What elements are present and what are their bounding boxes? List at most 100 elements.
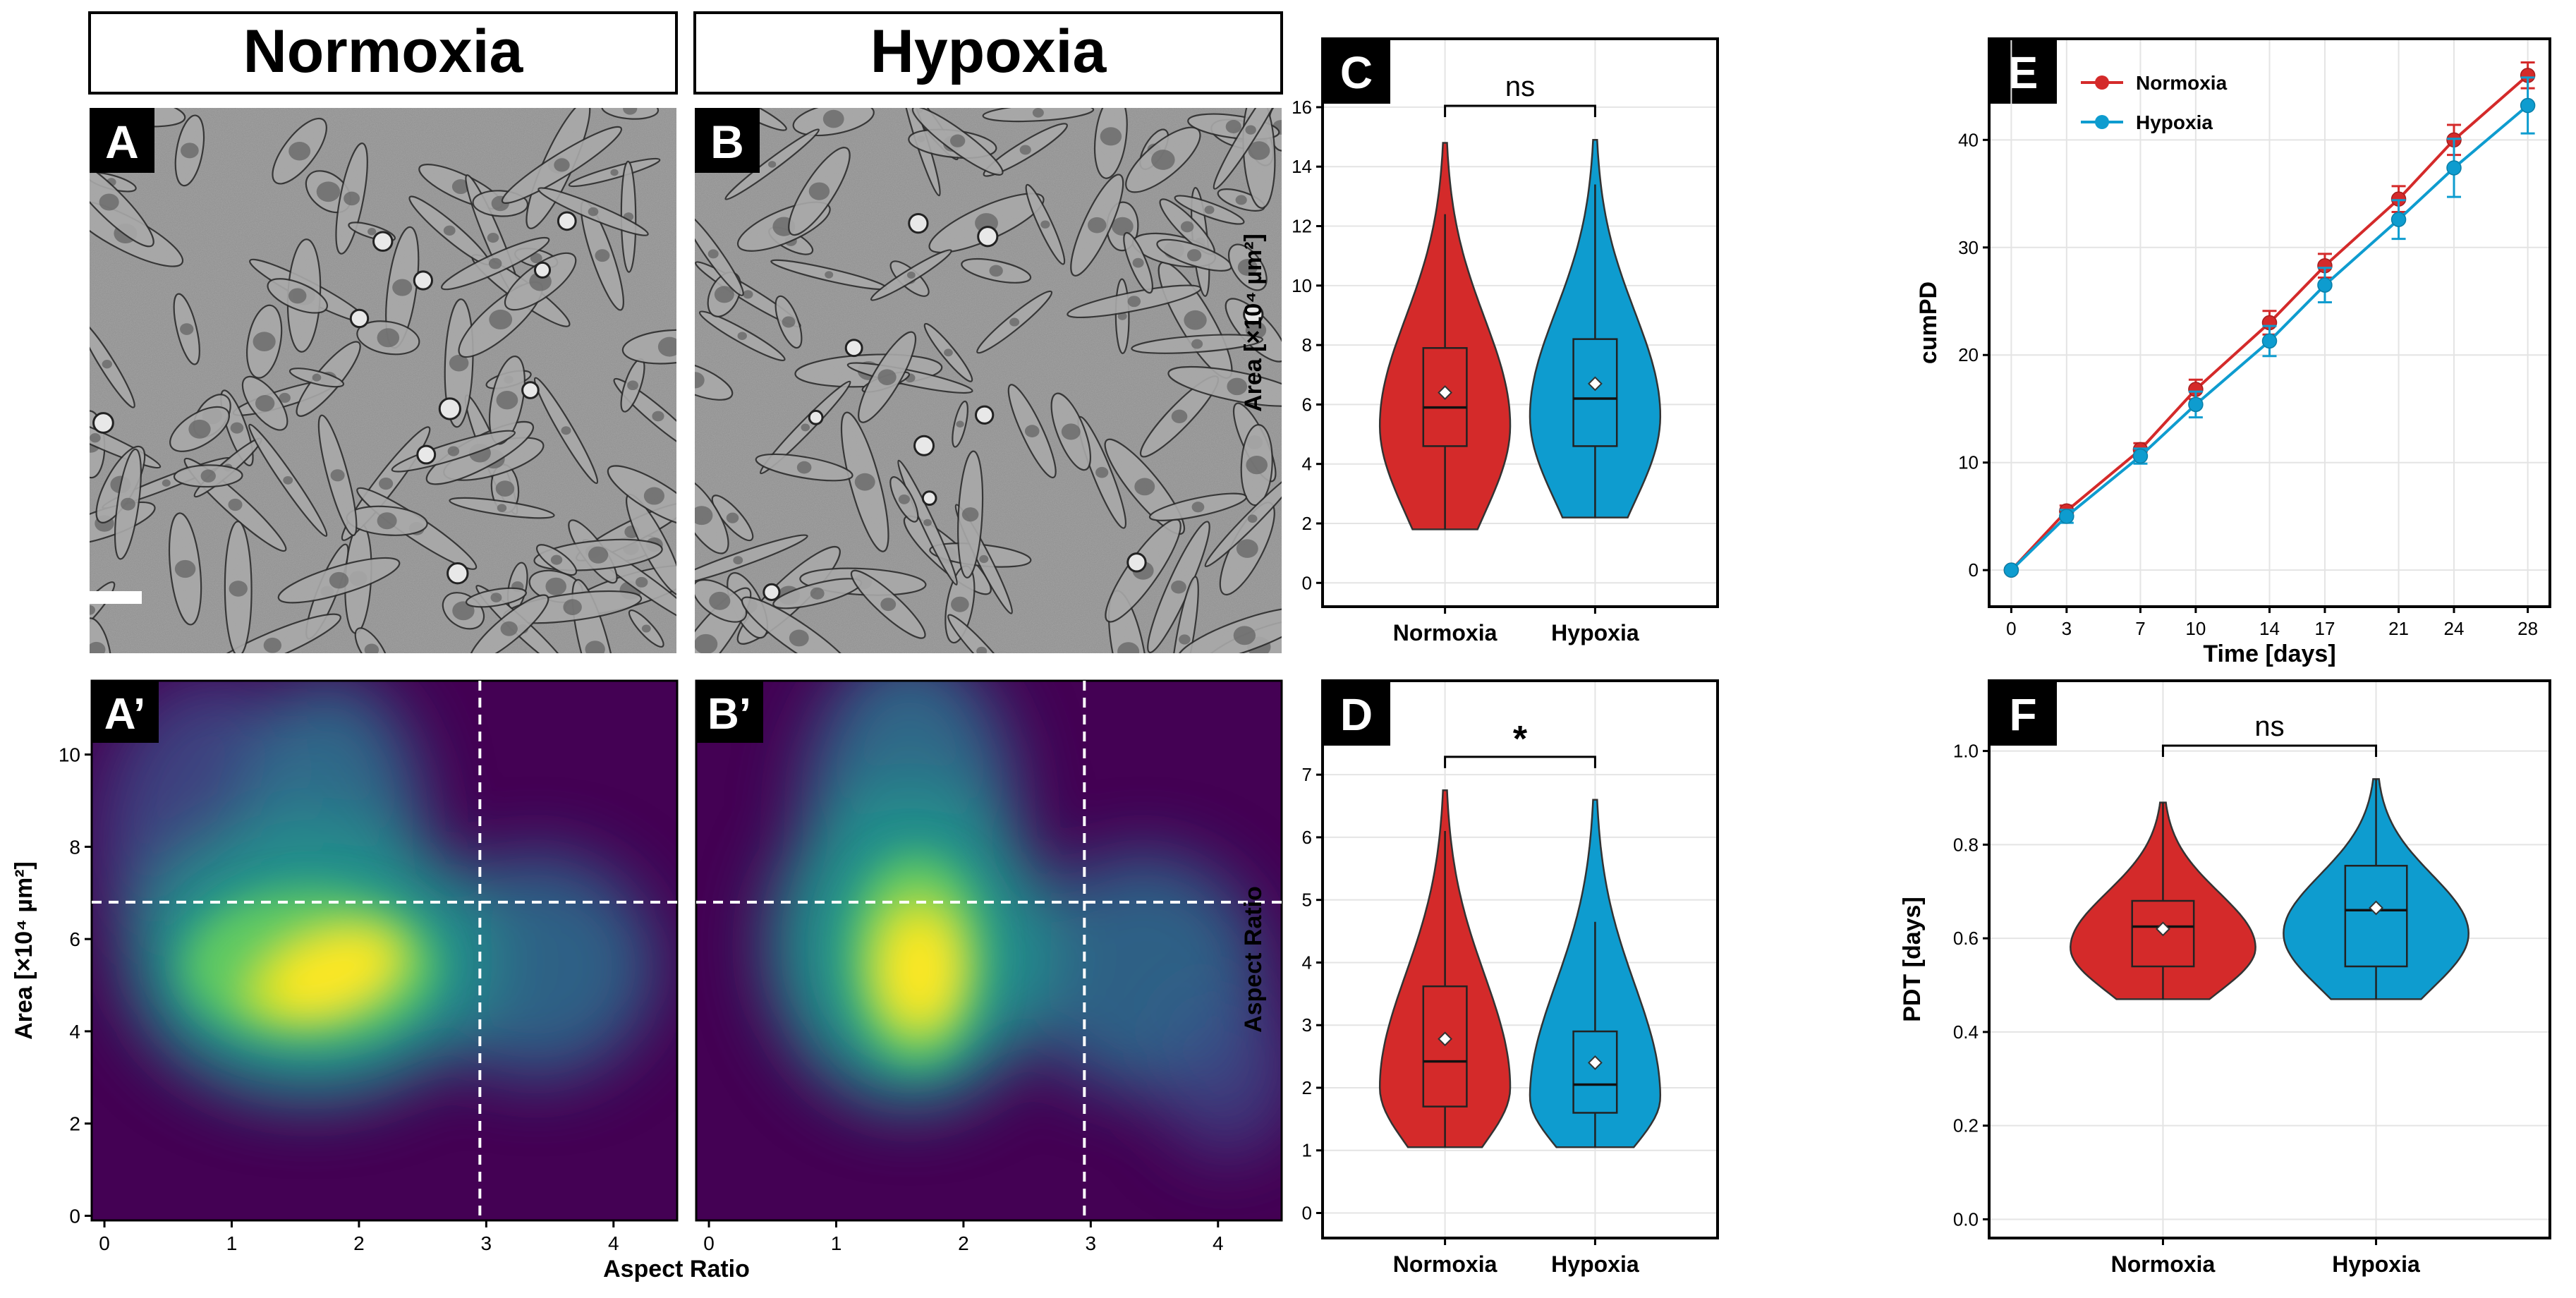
cell-nucleus	[545, 577, 566, 596]
header-hypoxia: Hypoxia	[870, 18, 1107, 85]
cell-nucleus	[641, 624, 651, 633]
round-cell	[1126, 552, 1147, 573]
violin-hypoxia	[2283, 778, 2469, 1000]
iqr-box	[2344, 864, 2408, 968]
violin-area-panel: 0 2 4 6 8 10 12 14 16 Area [×10⁴ µm²] C Normoxia Hyp…	[1240, 37, 1719, 645]
cell-nucleus	[253, 332, 276, 352]
cell-nucleus	[1191, 339, 1203, 349]
round-cell	[521, 381, 540, 399]
cell-nucleus	[1184, 310, 1207, 330]
cell-nucleus	[588, 207, 599, 217]
iqr-box	[1572, 1030, 1618, 1114]
cell-nucleus	[449, 354, 469, 372]
y-tick-label: 5	[1302, 890, 1312, 911]
cell-nucleus	[550, 554, 563, 565]
cell-nucleus	[1247, 514, 1258, 523]
plot-border	[1988, 679, 2551, 1239]
cell-nucleus	[782, 316, 796, 328]
micrograph-normoxia: A	[90, 108, 676, 653]
cell-nucleus	[1225, 120, 1241, 134]
y-tick-label: 10	[59, 744, 80, 766]
cell-nucleus	[279, 392, 291, 404]
cell-nucleus	[610, 169, 619, 176]
cell-nucleus	[288, 141, 311, 161]
density-map-hypoxia: B’	[695, 679, 1283, 1222]
cell-nucleus	[944, 348, 953, 357]
y-tick-label: 2	[69, 1113, 80, 1135]
x-tick-label: Normoxia	[1393, 1251, 1497, 1277]
round-cell	[557, 211, 577, 231]
y-tick-label: 40	[1958, 129, 1979, 150]
cell-nucleus	[563, 599, 582, 615]
round-cell	[763, 583, 781, 601]
panel-letter-b-prime: B’	[707, 690, 751, 739]
panel-letter-e: E	[2008, 47, 2039, 98]
panel-letter-box	[1323, 39, 1390, 104]
panel-letter-c: C	[1340, 47, 1373, 98]
cell-nucleus	[1009, 317, 1020, 327]
y-tick-label: 6	[69, 928, 80, 950]
y-tick-label: 0	[69, 1205, 80, 1227]
x-tick-label: 21	[2388, 618, 2409, 639]
plot-background	[1323, 681, 1718, 1238]
cell-nucleus	[447, 446, 460, 456]
y-tick-label: 0.4	[1953, 1021, 1979, 1043]
cell-nucleus	[487, 232, 499, 243]
y-tick-label: 0	[1302, 1202, 1312, 1223]
cell-nucleus	[344, 191, 360, 206]
cell-nucleus	[90, 433, 101, 443]
y-tick-label: 4	[69, 1021, 80, 1043]
mean-marker	[1587, 376, 1603, 392]
cell-nucleus	[951, 596, 969, 612]
significance-bracket	[1444, 756, 1596, 768]
round-cell	[92, 412, 114, 434]
panel-letter-a: A	[105, 116, 139, 168]
y-tick-label: 2	[1302, 513, 1312, 534]
y-tick-label: 6	[1302, 394, 1312, 415]
cell-nucleus	[174, 559, 196, 578]
violin-aspect-ratio-panel: 0 1 2 3 4 5 6 7 Aspect Ratio D Normoxia Hypoxia *	[1240, 679, 1719, 1277]
cell-nucleus	[99, 193, 119, 211]
cell-nucleus	[329, 571, 349, 589]
y-tick-label: 16	[1292, 97, 1312, 118]
cell-nucleus	[707, 249, 719, 259]
cell-nucleus	[188, 419, 211, 439]
x-tick-label: 4	[1213, 1232, 1224, 1254]
cell-nucleus	[1246, 456, 1268, 475]
iqr-box	[1572, 338, 1618, 447]
cell-nucleus	[695, 372, 705, 389]
y-axis-title: PDT [days]	[1899, 897, 1926, 1022]
cell-nucleus	[489, 309, 513, 330]
panel-letter-b: B	[710, 116, 744, 168]
cell-nucleus	[1127, 296, 1141, 308]
y-tick-label: 6	[1302, 827, 1312, 848]
cumpd-line-panel: 0 10 20 30 40 cumPD E 0 3 7 10 14 17 21 24 28 Time [days…	[1915, 37, 2551, 667]
cell-nucleus	[923, 518, 932, 526]
cell-nucleus	[801, 423, 810, 432]
x-tick-label: 3	[2062, 618, 2072, 639]
y-tick-label: 4	[1302, 454, 1312, 475]
cell-nucleus	[733, 556, 743, 565]
cell-nucleus	[229, 581, 248, 597]
cell-nucleus	[709, 591, 731, 610]
cell-nucleus	[451, 179, 470, 194]
cell-nucleus	[898, 494, 910, 504]
cell-nucleus	[1032, 108, 1044, 118]
cell-nucleus	[657, 336, 676, 357]
cell-nucleus	[585, 641, 605, 653]
cell-nucleus	[695, 633, 718, 653]
cell-nucleus	[1095, 466, 1109, 478]
y-tick-label: 0	[1969, 559, 1979, 581]
round-cell	[921, 490, 937, 507]
legend-marker	[2095, 75, 2109, 90]
round-cell	[438, 397, 461, 420]
y-axis-title: cumPD	[1915, 281, 1942, 364]
cell-nucleus	[1186, 249, 1202, 262]
cell-nucleus	[1245, 321, 1267, 339]
x-axis-title: Time [days]	[2203, 641, 2335, 667]
cell-nucleus	[1171, 409, 1188, 423]
cell-nucleus	[500, 621, 518, 636]
significance-bracket	[1444, 104, 1596, 117]
cell-nucleus	[743, 290, 753, 299]
panel-letter-box	[1323, 681, 1390, 746]
